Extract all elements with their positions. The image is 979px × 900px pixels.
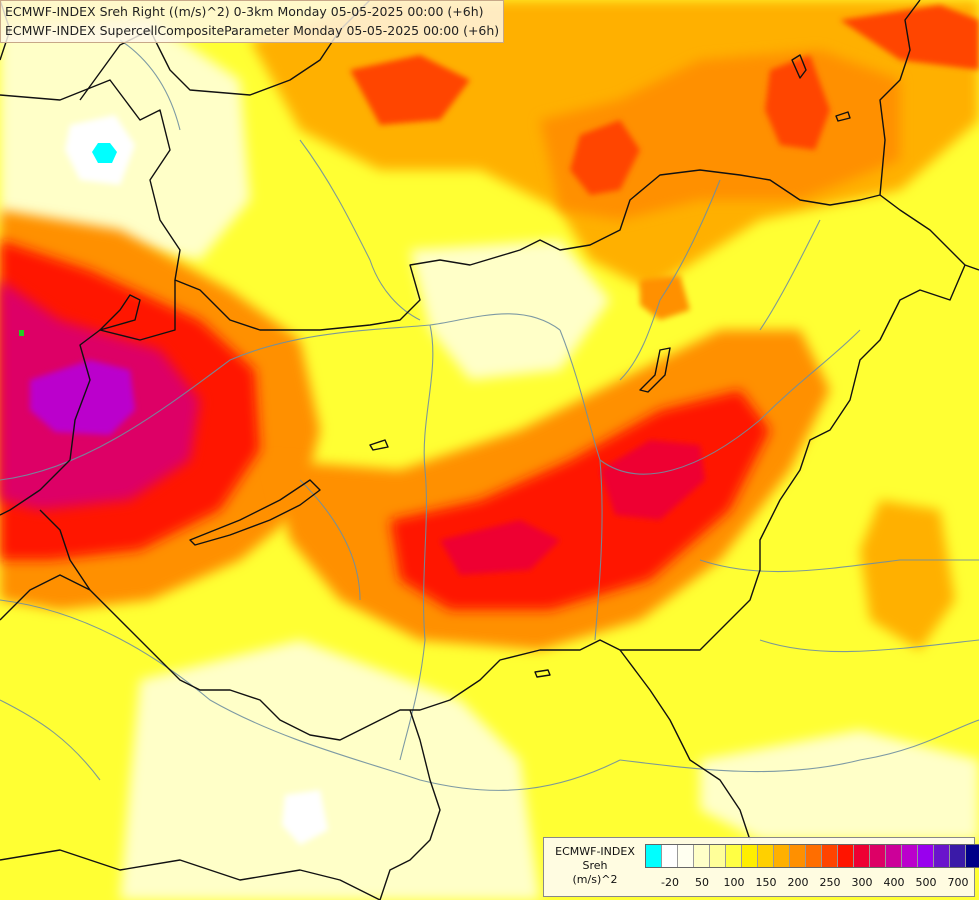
legend-swatch-14 bbox=[870, 845, 886, 867]
river-line bbox=[599, 329, 861, 475]
legend-title-line-3: (m/s)^2 bbox=[572, 873, 618, 886]
border-line bbox=[0, 79, 881, 331]
river-line bbox=[699, 559, 979, 573]
border-line bbox=[99, 294, 141, 331]
legend-swatch-12 bbox=[838, 845, 854, 867]
legend-swatch-15 bbox=[886, 845, 902, 867]
legend-swatch-2 bbox=[678, 845, 694, 867]
legend-title-line-1: ECMWF-INDEX bbox=[555, 845, 635, 858]
legend-tick-label: 150 bbox=[755, 876, 777, 889]
legend-swatch-1 bbox=[662, 845, 678, 867]
border-line bbox=[534, 669, 551, 678]
border-line bbox=[189, 479, 321, 546]
legend-swatch-13 bbox=[854, 845, 870, 867]
river-line bbox=[299, 139, 421, 321]
river-line bbox=[119, 39, 181, 131]
border-line bbox=[0, 280, 176, 516]
legend-swatch-3 bbox=[694, 845, 710, 867]
legend-tick-labels: -20 50 100 150 200 250 300 400 500 700 bbox=[645, 876, 970, 890]
sreh-area-orange-spot bbox=[640, 275, 690, 320]
legend-color-bar bbox=[645, 844, 979, 868]
legend-swatch-17 bbox=[918, 845, 934, 867]
sreh-area-cyan-spot bbox=[92, 143, 117, 163]
map-title-line-1: ECMWF-INDEX Sreh Right ((m/s)^2) 0-3km M… bbox=[5, 4, 484, 19]
border-line bbox=[639, 347, 671, 393]
river-line bbox=[0, 599, 621, 791]
legend-tick-label: 300 bbox=[851, 876, 873, 889]
legend-title: ECMWF-INDEX Sreh (m/s)^2 bbox=[547, 845, 643, 887]
legend-swatch-4 bbox=[710, 845, 726, 867]
sreh-area-orange-east bbox=[860, 500, 955, 650]
legend-swatch-6 bbox=[742, 845, 758, 867]
legend-swatch-10 bbox=[806, 845, 822, 867]
legend-swatch-20 bbox=[966, 845, 979, 867]
legend-swatch-18 bbox=[934, 845, 950, 867]
map-title-line-2: ECMWF-INDEX SupercellCompositeParameter … bbox=[5, 23, 500, 38]
sreh-area-pale-southeast bbox=[700, 730, 979, 840]
map-title-box: ECMWF-INDEX Sreh Right ((m/s)^2) 0-3km M… bbox=[0, 0, 505, 43]
color-legend: ECMWF-INDEX Sreh (m/s)^2 -20 50 100 150 200 2… bbox=[543, 837, 979, 897]
legend-swatch-9 bbox=[790, 845, 806, 867]
river-line bbox=[0, 313, 561, 481]
sreh-area-red-north-b bbox=[570, 120, 640, 195]
border-line bbox=[835, 111, 851, 122]
border-line bbox=[619, 649, 751, 841]
legend-tick-label: 250 bbox=[819, 876, 841, 889]
border-line bbox=[791, 54, 807, 79]
sreh-area-white-south bbox=[282, 790, 328, 845]
legend-tick-label: 100 bbox=[723, 876, 745, 889]
legend-swatch-16 bbox=[902, 845, 918, 867]
legend-tick-label: 700 bbox=[947, 876, 969, 889]
river-line bbox=[0, 699, 101, 781]
legend-swatch-11 bbox=[822, 845, 838, 867]
legend-tick-label: 500 bbox=[915, 876, 937, 889]
legend-tick-label: -20 bbox=[661, 876, 679, 889]
river-line bbox=[759, 639, 979, 653]
legend-title-line-2: Sreh bbox=[582, 859, 608, 872]
legend-swatch-8 bbox=[774, 845, 790, 867]
river-line bbox=[619, 719, 979, 773]
sreh-area-red-north-d bbox=[840, 5, 979, 70]
border-line bbox=[0, 849, 381, 900]
legend-tick-label: 200 bbox=[787, 876, 809, 889]
border-line bbox=[39, 264, 966, 741]
border-line bbox=[879, 0, 921, 196]
border-line bbox=[879, 194, 979, 271]
river-line bbox=[299, 479, 361, 601]
river-lines bbox=[0, 39, 979, 791]
legend-tick-label: 400 bbox=[883, 876, 905, 889]
legend-swatch-5 bbox=[726, 845, 742, 867]
sreh-area-crimson-band bbox=[600, 440, 705, 520]
border-line bbox=[0, 574, 91, 621]
legend-tick-label: 50 bbox=[695, 876, 709, 889]
river-line bbox=[759, 219, 821, 331]
sreh-area-red-north-c bbox=[765, 55, 830, 150]
sreh-area-pale-center bbox=[410, 240, 610, 380]
river-line bbox=[619, 179, 721, 381]
border-line bbox=[379, 709, 441, 900]
sreh-area-purple-west bbox=[30, 360, 135, 435]
border-line bbox=[369, 439, 389, 451]
legend-swatch-19 bbox=[950, 845, 966, 867]
sreh-area-red-north-a bbox=[350, 55, 470, 125]
sreh-area-crimson-band-b bbox=[440, 520, 560, 575]
legend-swatch-7 bbox=[758, 845, 774, 867]
sreh-area-green-dot bbox=[19, 330, 24, 336]
river-line bbox=[399, 324, 434, 761]
legend-swatch-0 bbox=[646, 845, 662, 867]
